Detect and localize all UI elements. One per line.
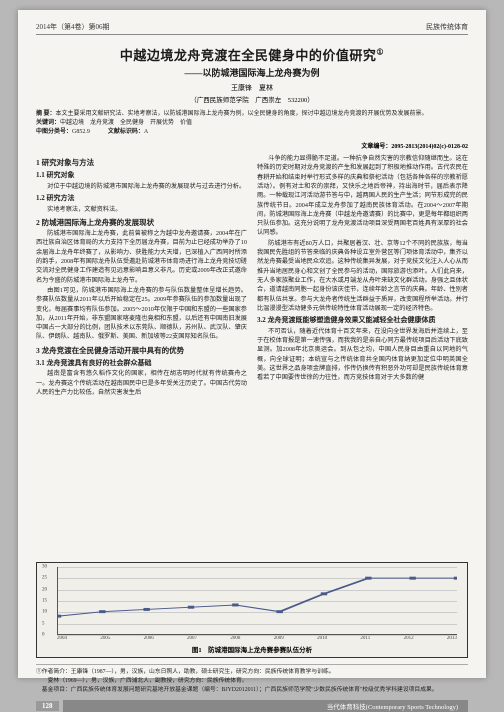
issue-info: 2014年（第4卷）第06期 — [36, 22, 110, 32]
heading-2: 2 防城港国际海上龙舟赛的发展现状 — [36, 217, 247, 228]
body-columns: 1 研究对象与方法 1.1 研究对象 对位于中越边境的防城港市国际海上龙舟赛的发… — [36, 154, 468, 556]
chart-caption: 图1 防城港国际海上龙舟赛参赛队伍分析 — [43, 644, 461, 654]
abstract-block: 摘 要：本文主要采用文献研究法、实地考察法，以防城港国际海上龙舟赛为例，以全民健… — [36, 110, 468, 137]
para: 斗争的能力显得脆不足道。一种抗争自然灾害的宗教信仰随继而生。这在特殊的历史时期对… — [257, 154, 468, 238]
heading-3: 3 龙舟竞渡在全民健身活动开展中具有的优势 — [36, 345, 247, 356]
journal-name: 当代体育科技(Contemporary Sports Technology) — [63, 700, 469, 712]
para: 防城港市国际海上龙舟赛，此前曾被称之为越中龙舟邀请赛，2004年在广西壮族自治区… — [36, 229, 247, 285]
title-block: 中越边境龙舟竞渡在全民健身中的价值研究① ——以防城港国际海上龙舟赛为例 王康锋… — [36, 45, 468, 104]
footnote: 基金项目：广西民族传统体育发展问题研究基地开放基金课题（编号：BJYD20120… — [36, 686, 468, 694]
heading-1-2: 1.2 研究方法 — [36, 193, 247, 204]
page: 2014年（第4卷）第06期 民族传统体育 中越边境龙舟竞渡在全民健身中的价值研… — [18, 10, 486, 678]
para: 不可否认，随着近代体育十百文年来，在没向全世界发海后并连续上，至于在校体育报是第… — [257, 327, 468, 383]
chart-plot-area: 051015202530 — [57, 567, 457, 635]
affiliation: （广西民族师范学院 广西崇左 532200） — [36, 94, 468, 104]
authors: 王康锋 夏林 — [36, 83, 468, 93]
left-column: 1 研究对象与方法 1.1 研究对象 对位于中越边境的防城港市国际海上龙舟赛的发… — [36, 154, 247, 556]
chart-x-axis: 2004200520062007200820092010201120122013 — [57, 636, 457, 641]
article-subtitle: ——以防城港国际海上龙舟赛为例 — [36, 66, 468, 79]
document-id: 文章编号：2095-2813(2014)02(c)-0128-02 — [36, 141, 468, 150]
footnotes: ①作者简介：王康锋（1987—），男，汉族，山东日照人，助教，硕士研究生，研究方… — [36, 664, 468, 694]
para: 防城港市有近80万人口，共聚居着汉、壮、京等12个不同的民族族，每当我国民先胜组… — [257, 239, 468, 313]
para: 越南是富含有悠久稻作文化的国家，相传在胡志明时代就有传统赛舟之一。龙舟赛这个传统… — [36, 369, 247, 397]
header-bar: 2014年（第4卷）第06期 民族传统体育 — [36, 22, 468, 35]
para: 对位于中越边境的防城港市国际海上龙舟赛的发展现状与过去进行分析。 — [36, 182, 247, 191]
para: 由图1可见，防城港市国际海上龙舟赛的参与队伍数量整体呈增长趋势。参赛队伍数量从2… — [36, 286, 247, 342]
heading-1-1: 1.1 研究对象 — [36, 170, 247, 181]
heading-3-1: 3.1 龙舟竞渡具有良好的社会群众基础 — [36, 358, 247, 369]
right-column: 斗争的能力显得脆不足道。一种抗争自然灾害的宗教信仰随继而生。这在特殊的历史时期对… — [257, 154, 468, 556]
page-number: 128 — [36, 701, 59, 711]
para: 实地考察法，文献资料法。 — [36, 205, 247, 214]
article-title: 中越边境龙舟竞渡在全民健身中的价值研究① — [36, 45, 468, 64]
heading-3-2: 3.2 龙舟竞渡既能够塑造健身效果又能减轻全社会健康体质 — [257, 315, 468, 326]
footnote: ①作者简介：王康锋（1987—），男，汉族，山东日照人，助教，硕士研究生，研究方… — [36, 668, 468, 676]
chart-figure: 051015202530 200420052006200720082009201… — [36, 562, 468, 658]
heading-1: 1 研究对象与方法 — [36, 157, 247, 168]
section-name: 民族传统体育 — [426, 22, 468, 32]
footer-bar: 128 当代体育科技(Contemporary Sports Technolog… — [36, 700, 468, 712]
footnote: 夏林（1969—），男，汉族，广西浦北人，副教授，研究方向：民族传统体育。 — [36, 677, 468, 685]
